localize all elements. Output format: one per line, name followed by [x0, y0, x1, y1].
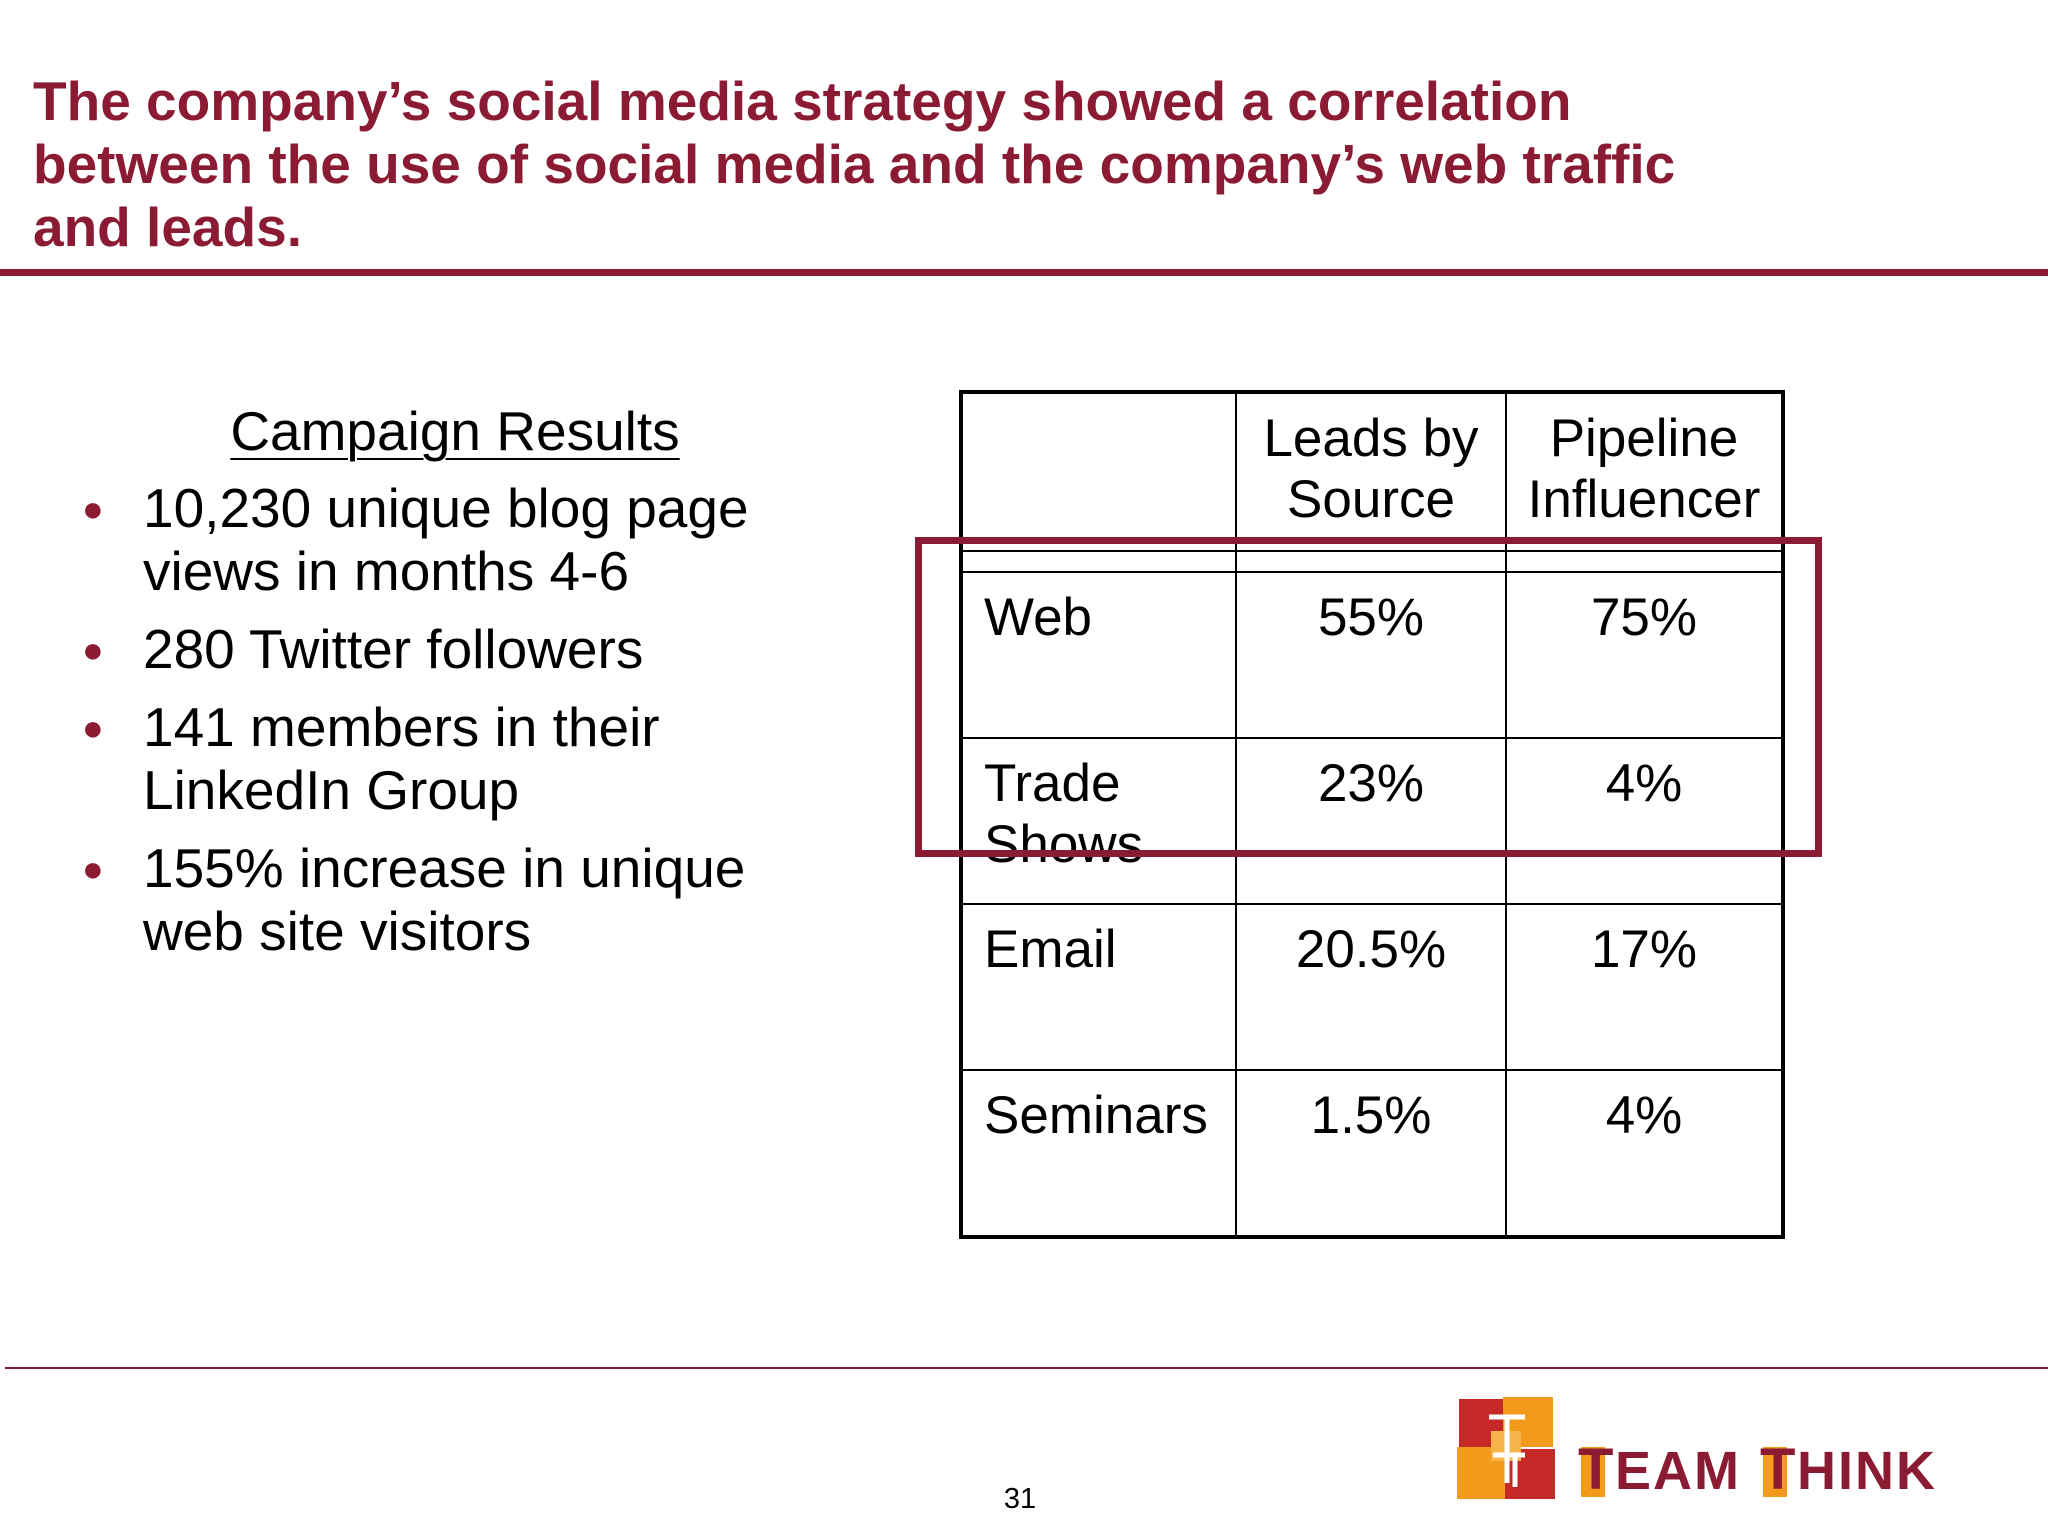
table-row: Email 20.5% 17% [960, 903, 1784, 1071]
row-source: Web [960, 571, 1237, 739]
list-item: ● 280 Twitter followers [70, 618, 830, 681]
leads-table: Leads by Source Pipeline Influencer Web … [959, 390, 1785, 1239]
logo-text-think: HINK [1797, 1441, 1937, 1501]
logo-text-team: EAM [1615, 1441, 1741, 1501]
row-leads-by-source: 20.5% [1235, 903, 1507, 1071]
slide-title: The company’s social media strategy show… [33, 70, 1676, 258]
bullet-icon: ● [82, 848, 104, 889]
row-leads-by-source: 1.5% [1235, 1069, 1507, 1238]
row-leads-by-source: 23% [1235, 737, 1507, 905]
table-spacer-row [960, 550, 1784, 573]
bullet-icon: ● [82, 707, 104, 748]
row-source: Seminars [960, 1069, 1237, 1238]
table-spacer-cell [1505, 550, 1784, 573]
table-spacer-cell [960, 550, 1237, 573]
bullet-text: 141 members in their LinkedIn Group [143, 696, 660, 821]
row-pipeline-influencer: 4% [1505, 737, 1784, 905]
bullet-icon: ● [82, 488, 104, 529]
campaign-results-list: ● 10,230 unique blog page views in month… [70, 477, 830, 978]
bullet-text: 10,230 unique blog page views in months … [143, 477, 749, 602]
row-source: Email [960, 903, 1237, 1071]
row-pipeline-influencer: 4% [1505, 1069, 1784, 1238]
row-source: Trade Shows [960, 737, 1237, 905]
row-pipeline-influencer: 17% [1505, 903, 1784, 1071]
logo-initial-team: T [1578, 1437, 1613, 1502]
footer-divider [5, 1367, 2048, 1369]
row-pipeline-influencer: 75% [1505, 571, 1784, 739]
list-item: ● 155% increase in unique web site visit… [70, 837, 830, 963]
logo-t-glyph [1489, 1414, 1525, 1487]
table-row: Web 55% 75% [960, 571, 1784, 739]
logo-initial-think: T [1760, 1437, 1795, 1502]
table-header-leads-by-source: Leads by Source [1235, 391, 1507, 552]
table-spacer-cell [1235, 550, 1507, 573]
bullet-text: 155% increase in unique web site visitor… [143, 837, 746, 962]
campaign-results-heading: Campaign Results [230, 400, 680, 462]
team-think-logo: T EAM T HINK [1457, 1397, 1937, 1502]
table-row: Seminars 1.5% 4% [960, 1069, 1784, 1238]
page-number: 31 [1003, 1483, 1037, 1515]
table-row: Trade Shows 23% 4% [960, 737, 1784, 905]
title-divider [0, 269, 2048, 276]
table-header-row: Leads by Source Pipeline Influencer [960, 391, 1784, 552]
table-header-source [960, 391, 1237, 552]
list-item: ● 141 members in their LinkedIn Group [70, 696, 830, 822]
team-think-logo-mark [1457, 1397, 1555, 1499]
bullet-icon: ● [82, 629, 104, 670]
table-header-pipeline-influencer: Pipeline Influencer [1505, 391, 1784, 552]
row-leads-by-source: 55% [1235, 571, 1507, 739]
list-item: ● 10,230 unique blog page views in month… [70, 477, 830, 603]
logo-t-block [1581, 1447, 1605, 1497]
bullet-text: 280 Twitter followers [143, 618, 644, 680]
logo-wordmark-team: T EAM [1578, 1437, 1741, 1502]
logo-t-block [1763, 1447, 1787, 1497]
logo-wordmark-think: T HINK [1760, 1437, 1937, 1502]
